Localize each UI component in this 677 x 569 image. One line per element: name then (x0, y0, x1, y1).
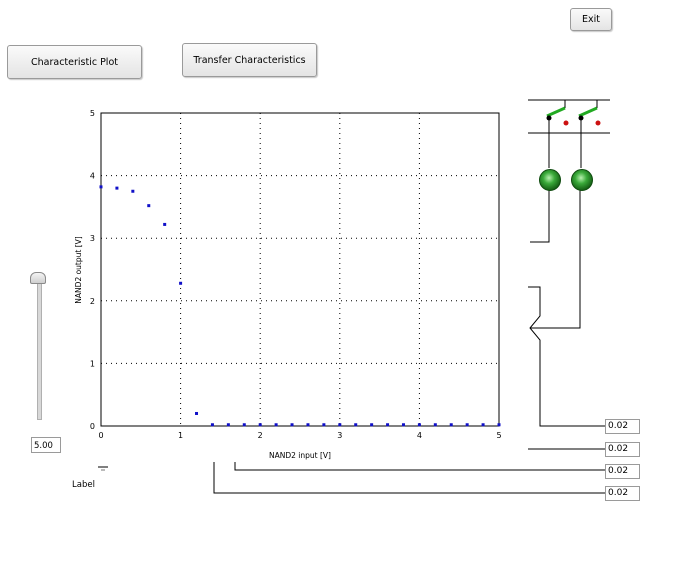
data-point (258, 423, 262, 427)
plot-ticks: 0 1 2 3 4 5 0 1 2 3 4 5 (90, 109, 502, 440)
x-axis-label: NAND2 input [V] (269, 451, 331, 460)
data-point (290, 423, 294, 427)
switch-a-icon[interactable] (546, 100, 569, 133)
data-point (401, 423, 405, 427)
readout-field-3: 0.02 (605, 464, 640, 479)
data-point (131, 189, 135, 193)
exit-button-label: Exit (582, 14, 600, 25)
led-a-icon (539, 169, 561, 191)
transfer-characteristics-button[interactable]: Transfer Characteristics (182, 43, 317, 77)
data-point (195, 411, 199, 415)
readout-field-4: 0.02 (605, 486, 640, 501)
y-tick-label: 1 (90, 359, 95, 368)
y-tick-label: 5 (90, 109, 95, 118)
y-tick-label: 3 (90, 234, 95, 243)
y-tick-label: 2 (90, 297, 95, 306)
transfer-plot: 0 1 2 3 4 5 0 1 2 3 4 5 NAND2 input [V] NAND2 outpu… (60, 100, 520, 460)
data-point (226, 423, 230, 427)
switch-b-icon[interactable] (578, 100, 601, 133)
data-point (433, 423, 437, 427)
voltage-slider[interactable] (30, 270, 48, 420)
x-tick-label: 5 (496, 431, 501, 440)
led-b-icon (571, 169, 593, 191)
data-point (163, 222, 167, 226)
data-point (210, 423, 214, 427)
data-point (481, 423, 485, 427)
data-point (370, 423, 374, 427)
data-point (179, 281, 183, 285)
data-point (115, 186, 119, 190)
readout-field-1: 0.02 (605, 419, 640, 434)
data-point (354, 423, 358, 427)
slider-value-field[interactable]: 5.00 (31, 437, 61, 453)
x-tick-label: 3 (337, 431, 342, 440)
data-point (465, 423, 469, 427)
slider-mark-icon (98, 466, 108, 471)
plot-points (99, 185, 501, 427)
data-point (306, 423, 310, 427)
x-tick-label: 1 (178, 431, 183, 440)
data-point (147, 204, 151, 208)
data-point (449, 423, 453, 427)
plot-svg: 0 1 2 3 4 5 0 1 2 3 4 5 NAND2 input [V] NAND2 outpu… (74, 109, 502, 460)
data-point (274, 423, 278, 427)
transfer-characteristics-label: Transfer Characteristics (193, 54, 306, 66)
data-point (242, 423, 246, 427)
plot-grid (101, 113, 499, 426)
data-point (99, 185, 103, 189)
x-tick-label: 0 (98, 431, 103, 440)
plot-axes-box (100, 112, 500, 427)
data-point (417, 423, 421, 427)
x-tick-label: 2 (258, 431, 263, 440)
y-tick-label: 4 (90, 172, 95, 181)
characteristic-plot-label: Characteristic Plot (30, 56, 118, 68)
exit-button[interactable]: Exit (570, 8, 612, 31)
characteristic-plot-button[interactable]: Characteristic Plot (7, 45, 142, 79)
data-point (386, 423, 390, 427)
readout-field-2: 0.02 (605, 442, 640, 457)
data-point (497, 423, 501, 427)
y-axis-label: NAND2 output [V] (74, 236, 83, 303)
data-point (338, 423, 342, 427)
y-tick-label: 0 (90, 422, 95, 431)
slider-thumb[interactable] (30, 272, 46, 284)
slider-label: Label (72, 480, 95, 490)
x-tick-label: 4 (417, 431, 422, 440)
data-point (322, 423, 326, 427)
nand-switch-circuit (528, 99, 610, 191)
